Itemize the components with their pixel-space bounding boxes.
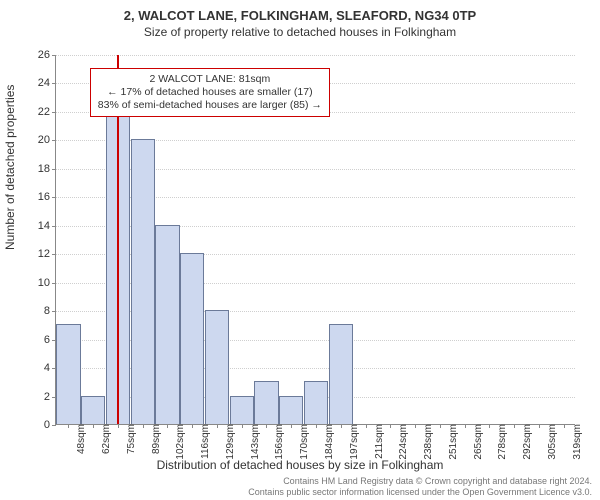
x-tick-label: 75sqm (122, 424, 137, 454)
annotation-box: 2 WALCOT LANE: 81sqm← 17% of detached ho… (90, 68, 330, 117)
x-tick-label: 211sqm (370, 424, 385, 459)
annotation-line: 2 WALCOT LANE: 81sqm (98, 73, 322, 86)
histogram-bar (329, 324, 353, 424)
x-tick (440, 424, 441, 428)
histogram-bar (304, 381, 328, 424)
y-tick-label: 12 (38, 248, 56, 260)
x-tick (93, 424, 94, 428)
x-tick-label: 62sqm (97, 424, 112, 454)
histogram-bar (180, 253, 204, 424)
x-tick (266, 424, 267, 428)
x-tick (341, 424, 342, 428)
histogram-bar (230, 396, 254, 424)
x-tick-label: 319sqm (568, 424, 583, 460)
x-tick (192, 424, 193, 428)
x-tick (564, 424, 565, 428)
x-tick (489, 424, 490, 428)
y-tick-label: 6 (44, 334, 56, 346)
x-tick (366, 424, 367, 428)
x-tick-label: 251sqm (444, 424, 459, 460)
subtitle: Size of property relative to detached ho… (0, 25, 600, 39)
annotation-line: ← 17% of detached houses are smaller (17… (98, 86, 322, 99)
y-tick-label: 8 (44, 305, 56, 317)
x-tick-label: 305sqm (543, 424, 558, 460)
y-tick-label: 14 (38, 220, 56, 232)
footer-line: Contains HM Land Registry data © Crown c… (248, 476, 592, 487)
x-tick-label: 170sqm (295, 424, 310, 460)
y-tick-label: 16 (38, 191, 56, 203)
histogram-bar (56, 324, 80, 424)
plot-region: 0246810121416182022242648sqm62sqm75sqm89… (55, 55, 575, 425)
y-tick-label: 18 (38, 163, 56, 175)
x-tick (167, 424, 168, 428)
y-axis-label: Number of detached properties (3, 85, 17, 250)
attribution-footer: Contains HM Land Registry data © Crown c… (248, 476, 592, 498)
x-tick-label: 89sqm (147, 424, 162, 454)
histogram-bar (81, 396, 105, 424)
x-tick-label: 184sqm (320, 424, 335, 460)
gridline (56, 55, 575, 56)
x-tick-label: 292sqm (518, 424, 533, 460)
footer-line: Contains public sector information licen… (248, 487, 592, 498)
x-tick (415, 424, 416, 428)
x-tick (143, 424, 144, 428)
histogram-bar (254, 381, 278, 424)
y-tick-label: 4 (44, 362, 56, 374)
x-tick (118, 424, 119, 428)
x-tick-label: 116sqm (196, 424, 211, 459)
x-tick (291, 424, 292, 428)
x-tick (465, 424, 466, 428)
x-tick (539, 424, 540, 428)
x-tick-label: 278sqm (493, 424, 508, 460)
x-tick (242, 424, 243, 428)
address-title: 2, WALCOT LANE, FOLKINGHAM, SLEAFORD, NG… (0, 8, 600, 23)
title-block: 2, WALCOT LANE, FOLKINGHAM, SLEAFORD, NG… (0, 0, 600, 39)
x-tick (390, 424, 391, 428)
x-tick-label: 238sqm (419, 424, 434, 460)
annotation-line: 83% of semi-detached houses are larger (… (98, 99, 322, 112)
histogram-bar (205, 310, 229, 424)
y-tick-label: 2 (44, 391, 56, 403)
y-tick-label: 0 (44, 419, 56, 431)
x-tick (316, 424, 317, 428)
x-tick-label: 265sqm (469, 424, 484, 460)
x-tick (217, 424, 218, 428)
y-tick-label: 20 (38, 134, 56, 146)
histogram-bar (131, 139, 155, 424)
y-tick-label: 22 (38, 106, 56, 118)
histogram-bar (279, 396, 303, 424)
x-tick-label: 156sqm (270, 424, 285, 460)
x-tick-label: 224sqm (394, 424, 409, 460)
histogram-bar (155, 225, 179, 424)
y-tick-label: 24 (38, 77, 56, 89)
x-axis-label: Distribution of detached houses by size … (0, 458, 600, 472)
x-tick (514, 424, 515, 428)
chart-area: 0246810121416182022242648sqm62sqm75sqm89… (55, 55, 575, 425)
x-tick-label: 48sqm (72, 424, 87, 454)
x-tick-label: 129sqm (221, 424, 236, 460)
y-tick-label: 10 (38, 277, 56, 289)
x-tick (68, 424, 69, 428)
x-tick-label: 143sqm (246, 424, 261, 460)
x-tick-label: 197sqm (345, 424, 360, 460)
x-tick-label: 102sqm (171, 424, 186, 460)
y-tick-label: 26 (38, 49, 56, 61)
